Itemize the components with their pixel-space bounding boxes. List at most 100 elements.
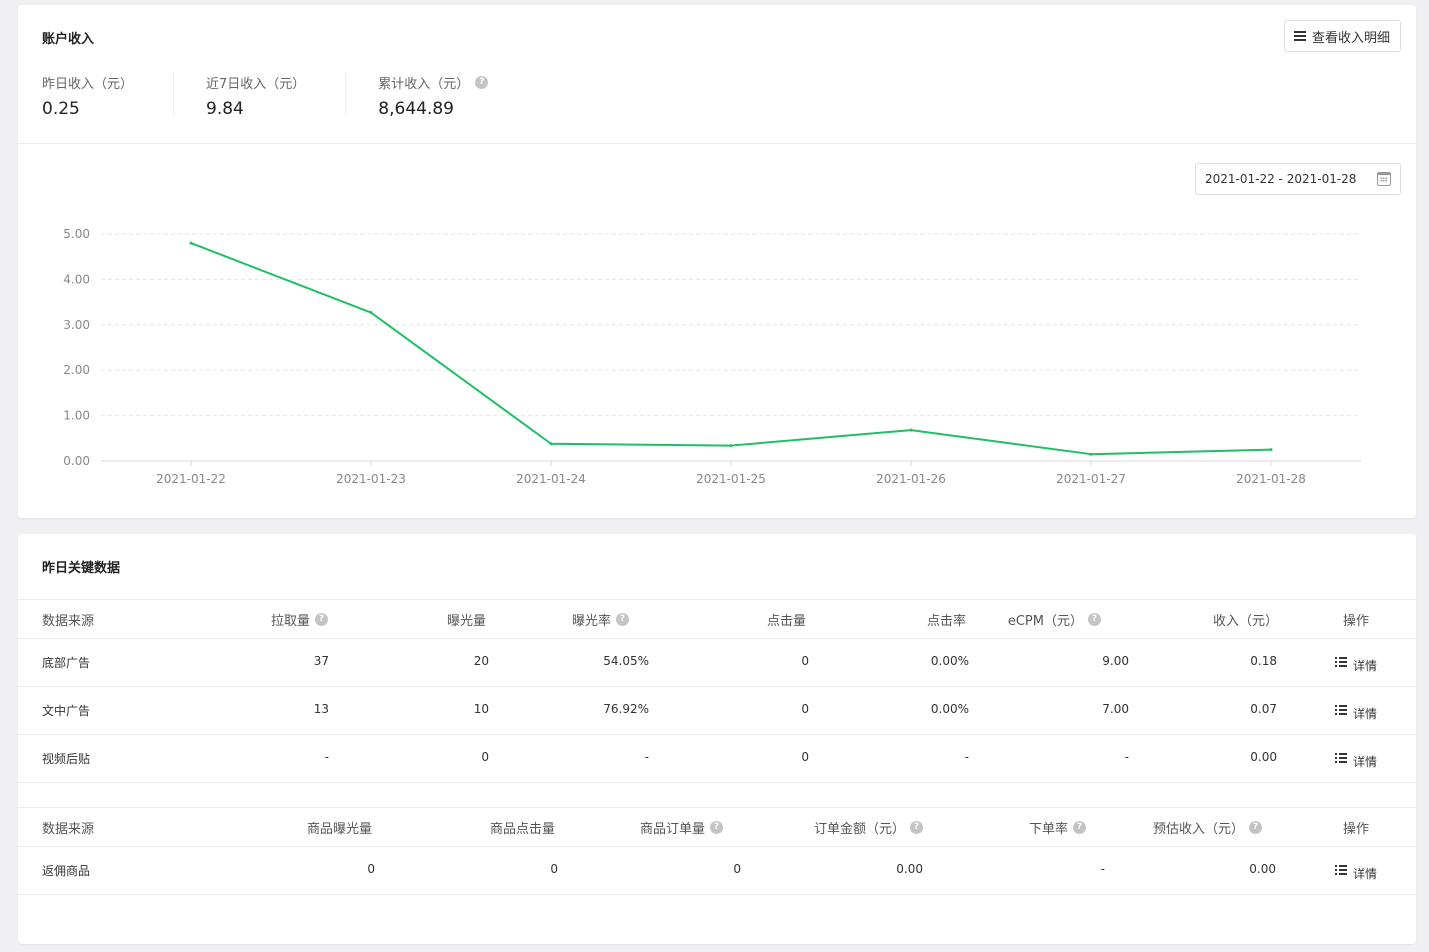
data-point[interactable] (369, 311, 373, 315)
stat-7days-value: 9.84 (206, 99, 244, 119)
table-row: 返佣商品 0 0 0 0.00 - 0.00 详情 (18, 847, 1416, 895)
income-title: 账户收入 (42, 32, 95, 47)
table-header-label: 预估收入（元） (1152, 821, 1244, 837)
table-header-cell: 订单金额（元）? (758, 808, 923, 846)
table-header-label: 商品点击量 (489, 821, 555, 837)
data-point[interactable] (729, 444, 733, 448)
table-cell: 0.07 (1250, 702, 1277, 716)
table-cell: - (324, 750, 329, 764)
table-header-label: 操作 (1342, 821, 1369, 837)
income-line-chart: 0.00 1.00 2.00 3.00 4.00 5.00 2021-01-22 2021-0… (63, 227, 1361, 486)
table-header-label: 曝光率 (571, 613, 611, 629)
data-point[interactable] (1089, 452, 1093, 456)
table-cell: 0.18 (1250, 654, 1277, 668)
view-income-detail-label: 查看收入明细 (1311, 30, 1390, 46)
data-point[interactable] (909, 428, 913, 432)
question-circle-icon[interactable]: ? (1073, 820, 1086, 834)
table-row: 视频后贴 - 0 - 0 - - 0.00 详情 (18, 735, 1416, 783)
table-cell: 0.00 (1249, 862, 1276, 876)
list-icon (1334, 753, 1347, 763)
table-header-cell: 操作 (1316, 808, 1396, 846)
x-tick-label: 2021-01-24 (516, 472, 586, 486)
list-icon (1334, 865, 1347, 875)
table-cell: 13 (313, 702, 329, 716)
question-circle-icon[interactable]: ? (475, 76, 489, 89)
table-header-cell: eCPM（元）? (978, 600, 1101, 638)
ads-table: 数据来源 拉取量? 曝光量 曝光率? 点击量 点击率 eCPM（元）? 收入（元） 操作 底部广告… (18, 599, 1416, 783)
table-cell: 76.92% (603, 702, 649, 716)
table-header-cell: 商品点击量 (398, 808, 555, 846)
y-tick-label: 4.00 (63, 272, 90, 286)
question-circle-icon[interactable]: ? (710, 820, 723, 834)
x-tick-label: 2021-01-23 (336, 472, 406, 486)
table-row: 底部广告 37 20 54.05% 0 0.00% 9.00 0.18 详情 (18, 639, 1416, 687)
data-point[interactable] (189, 241, 193, 245)
detail-label: 详情 (1352, 659, 1377, 673)
table-cell: 0 (733, 862, 741, 876)
detail-label: 详情 (1352, 867, 1377, 881)
goods-table: 数据来源 商品曝光量 商品点击量 商品订单量? 订单金额（元）? 下单率? 预估收入（元）?… (18, 807, 1416, 895)
table-header-label: 数据来源 (42, 613, 95, 629)
table-cell: 0 (801, 702, 809, 716)
table-header-cell: 点击量 (658, 600, 806, 638)
key-data-card: 昨日关键数据 数据来源 拉取量? 曝光量 曝光率? 点击量 点击率 eCPM（元）? 收入（元… (18, 534, 1416, 944)
table-header-label: 收入（元） (1212, 613, 1278, 629)
table-header-cell: 点击率 (818, 600, 966, 638)
table-cell: - (1124, 750, 1129, 764)
series-line (190, 242, 1272, 456)
income-card: 账户收入 查看收入明细 昨日收入（元） 0.25 近7日收入（元） 9.84 累… (18, 5, 1416, 518)
detail-link[interactable]: 详情 (1316, 639, 1396, 686)
table-header-label: 订单金额（元） (813, 821, 905, 837)
table-header-cell: 商品订单量? (578, 808, 723, 846)
table-cell: 0 (801, 654, 809, 668)
stat-total-value: 8,644.89 (378, 99, 454, 119)
x-tick-label: 2021-01-27 (1056, 472, 1126, 486)
data-point[interactable] (549, 442, 553, 446)
table-header-label: 商品曝光量 (306, 821, 372, 837)
table-row: 文中广告 13 10 76.92% 0 0.00% 7.00 0.07 详情 (18, 687, 1416, 735)
table-cell: 0 (367, 862, 375, 876)
table-cell: 0 (481, 750, 489, 764)
table-header-label: 下单率 (1028, 821, 1068, 837)
table-cell: 0.00 (1250, 750, 1277, 764)
table-cell: 20 (473, 654, 489, 668)
detail-label: 详情 (1352, 707, 1377, 721)
list-icon (1334, 705, 1347, 715)
menu-icon (1293, 31, 1306, 41)
table-cell: 0.00% (930, 654, 969, 668)
table-header-label: 商品订单量 (639, 821, 705, 837)
table-header-label: 数据来源 (42, 821, 95, 837)
y-tick-label: 0.00 (63, 454, 90, 468)
table-header-cell: 拉取量? (168, 600, 328, 638)
income-stats: 昨日收入（元） 0.25 近7日收入（元） 9.84 累计收入（元） ? 8,6… (42, 73, 560, 119)
question-circle-icon[interactable]: ? (910, 820, 923, 834)
question-circle-icon[interactable]: ? (315, 612, 328, 626)
question-circle-icon[interactable]: ? (616, 612, 629, 626)
stat-yesterday-value: 0.25 (42, 99, 80, 119)
table-cell: - (644, 750, 649, 764)
question-circle-icon[interactable]: ? (1249, 820, 1262, 834)
table-header-label: eCPM（元） (1007, 613, 1083, 629)
question-circle-icon[interactable]: ? (1088, 612, 1101, 626)
table-header-label: 点击率 (926, 613, 966, 629)
table-header-cell: 曝光率? (498, 600, 629, 638)
x-tick-label: 2021-01-25 (696, 472, 766, 486)
table-cell: 视频后贴 (42, 752, 91, 766)
data-point[interactable] (1269, 448, 1273, 452)
detail-link[interactable]: 详情 (1316, 735, 1396, 782)
table-header-label: 拉取量 (270, 613, 310, 629)
table-header-label: 曝光量 (446, 613, 486, 629)
y-tick-label: 3.00 (63, 318, 90, 332)
detail-link[interactable]: 详情 (1316, 847, 1396, 894)
table-header-cell: 数据来源 (42, 600, 162, 638)
table-header-cell: 商品曝光量 (218, 808, 372, 846)
stat-total-label: 累计收入（元） (378, 77, 470, 92)
view-income-detail-button[interactable]: 查看收入明细 (1283, 20, 1401, 52)
table-header-row: 数据来源 拉取量? 曝光量 曝光率? 点击量 点击率 eCPM（元）? 收入（元） 操作 (18, 599, 1416, 639)
y-tick-label: 5.00 (63, 227, 90, 241)
table-header-label: 点击量 (766, 613, 806, 629)
table-cell: 37 (313, 654, 329, 668)
detail-link[interactable]: 详情 (1316, 687, 1396, 734)
x-tick-label: 2021-01-26 (876, 472, 946, 486)
date-range-picker[interactable]: 2021-01-22 - 2021-01-28 (1195, 163, 1401, 195)
